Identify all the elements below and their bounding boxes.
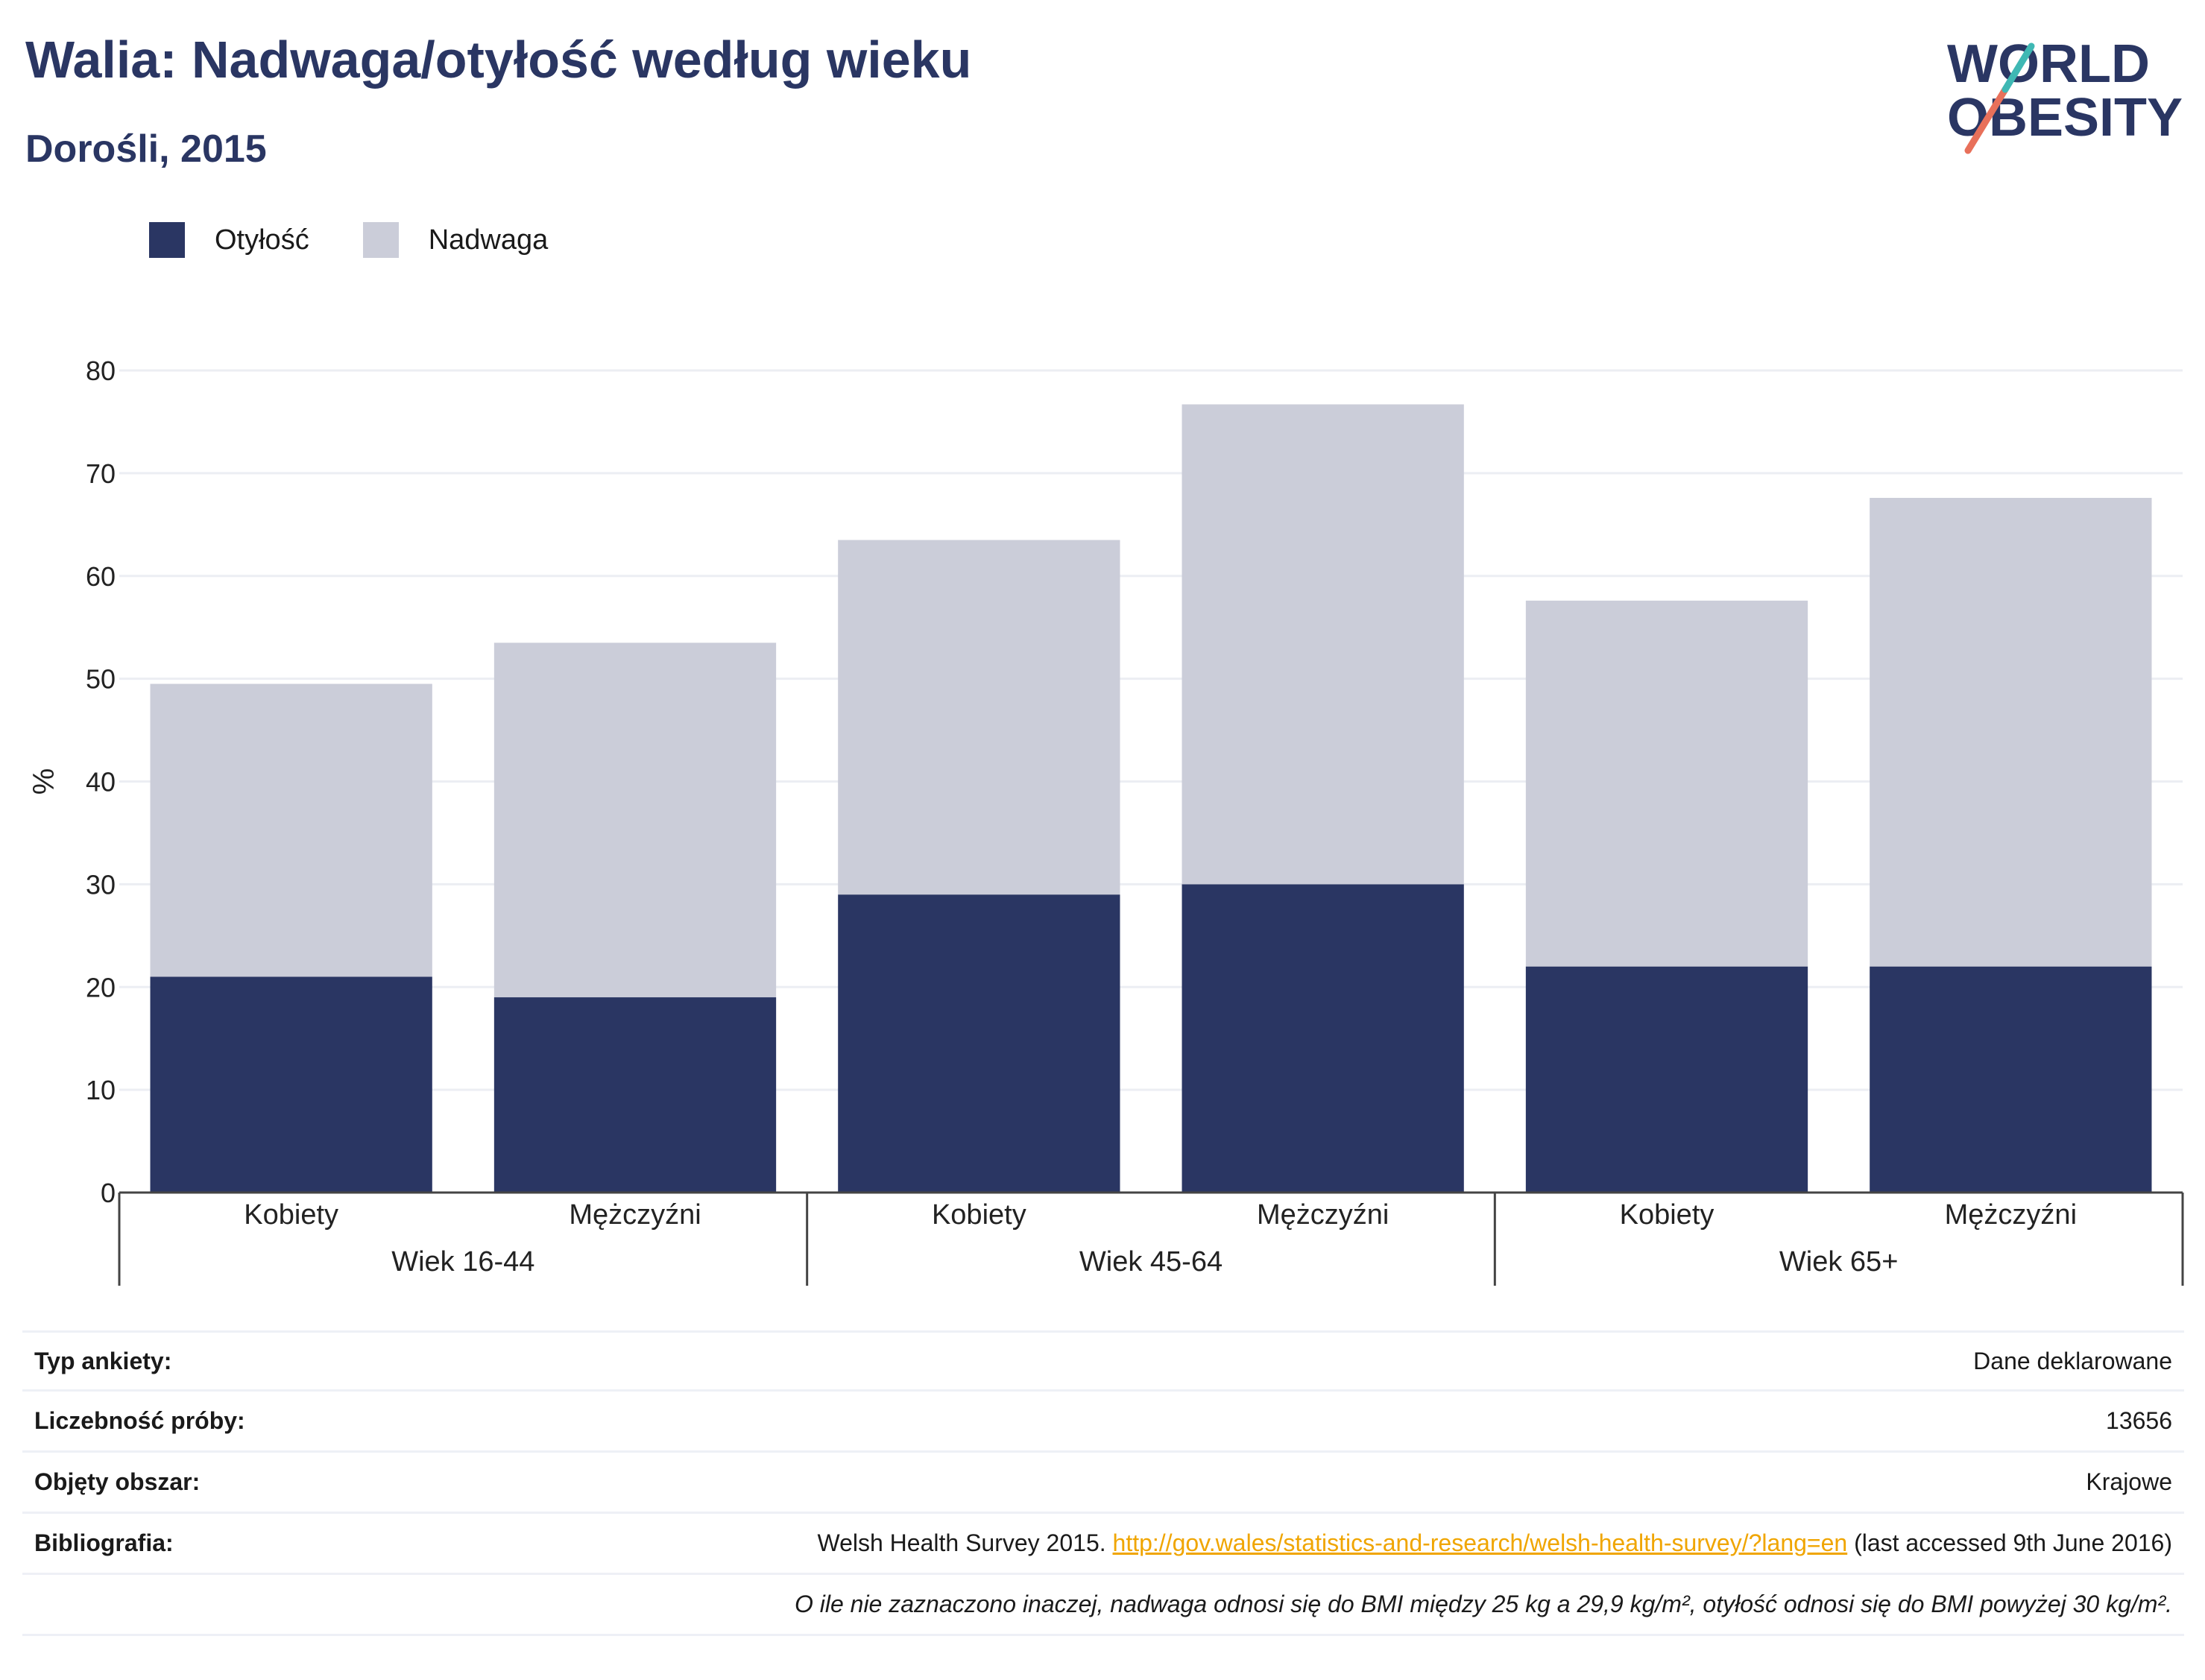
legend: Otyłość Nadwaga xyxy=(149,222,602,258)
survey-type-label: Typ ankiety: xyxy=(34,1347,172,1374)
x-tick-label: Mężczyźni xyxy=(1945,1199,2077,1231)
bibliography-value: Welsh Health Survey 2015. http://gov.wal… xyxy=(817,1529,2172,1557)
info-row-note: O ile nie zaznaczono inaczej, nadwaga od… xyxy=(22,1575,2184,1636)
info-row-bibliography: Bibliografia: Welsh Health Survey 2015. … xyxy=(22,1514,2184,1575)
legend-swatch-obesity xyxy=(149,222,185,258)
bar-obesity xyxy=(1525,966,1808,1193)
y-tick-label: 80 xyxy=(86,356,116,386)
info-row-survey-type: Typ ankiety: Dane deklarowane xyxy=(22,1330,2184,1392)
bibliography-text: Welsh Health Survey 2015. xyxy=(817,1529,1106,1556)
logo-line1: WORLD xyxy=(1947,34,2150,94)
legend-label-obesity: Otyłość xyxy=(215,224,309,256)
stacked-bar-chart: 0 10 20 30 40 50 60 70 80% Kobiety Mężczyźni Kobiet… xyxy=(0,328,2205,1297)
bar-overweight xyxy=(150,683,432,977)
y-tick-label: 70 xyxy=(86,458,116,489)
chart-subtitle: Dorośli, 2015 xyxy=(25,127,267,171)
y-tick-label: 0 xyxy=(101,1178,116,1208)
bar-overweight xyxy=(1182,404,1464,885)
survey-type-value: Dane deklarowane xyxy=(1973,1347,2172,1374)
x-tick-label: Kobiety xyxy=(932,1199,1026,1231)
bibliography-label: Bibliografia: xyxy=(34,1529,174,1556)
bar-obesity xyxy=(838,894,1120,1193)
bibliography-link[interactable]: http://gov.wales/statistics-and-research… xyxy=(1112,1529,1848,1556)
x-tick-label: Mężczyźni xyxy=(1257,1199,1389,1231)
legend-label-overweight: Nadwaga xyxy=(428,224,549,256)
y-axis-label: % xyxy=(28,768,60,795)
info-row-sample-size: Liczebność próby: 13656 xyxy=(22,1392,2184,1453)
bar-obesity xyxy=(150,976,432,1193)
y-tick-label: 20 xyxy=(86,972,116,1002)
y-tick-label: 50 xyxy=(86,664,116,695)
bar-obesity xyxy=(1182,884,1464,1193)
x-tick-label: Kobiety xyxy=(244,1199,338,1231)
x-tick-label: Kobiety xyxy=(1620,1199,1715,1231)
legend-item-overweight[interactable]: Nadwaga xyxy=(362,222,549,258)
chart-title: Walia: Nadwaga/otyłość według wieku xyxy=(25,31,972,89)
bibliography-suffix: (last accessed 9th June 2016) xyxy=(1854,1529,2172,1556)
bar-overweight xyxy=(1525,600,1808,967)
y-tick-label: 30 xyxy=(86,869,116,900)
world-obesity-logo: WORLD OBESITY xyxy=(1946,30,2192,157)
info-table: Typ ankiety: Dane deklarowane Liczebność… xyxy=(22,1330,2184,1636)
bar-overweight xyxy=(493,642,777,998)
x-tick-label: Mężczyźni xyxy=(569,1199,701,1231)
bar-overweight xyxy=(1870,497,2152,967)
legend-item-obesity[interactable]: Otyłość xyxy=(149,222,309,258)
legend-swatch-overweight xyxy=(362,222,399,258)
y-tick-label: 40 xyxy=(86,767,116,798)
logo-line2: OBESITY xyxy=(1947,88,2183,148)
sample-size-value: 13656 xyxy=(2106,1407,2172,1434)
bar-obesity xyxy=(1870,966,2152,1193)
bar-overweight xyxy=(838,540,1120,895)
group-label: Wiek 16-44 xyxy=(391,1246,534,1278)
y-tick-label: 10 xyxy=(86,1075,116,1105)
area-value: Krajowe xyxy=(2086,1468,2172,1495)
info-row-area: Objęty obszar: Krajowe xyxy=(22,1453,2184,1514)
sample-size-label: Liczebność próby: xyxy=(34,1407,245,1434)
group-label: Wiek 45-64 xyxy=(1079,1246,1223,1278)
area-label: Objęty obszar: xyxy=(34,1468,201,1495)
bar-obesity xyxy=(493,997,777,1193)
y-tick-label: 60 xyxy=(86,561,116,592)
definition-note: O ile nie zaznaczono inaczej, nadwaga od… xyxy=(794,1591,2172,1617)
group-label: Wiek 65+ xyxy=(1779,1246,1898,1278)
